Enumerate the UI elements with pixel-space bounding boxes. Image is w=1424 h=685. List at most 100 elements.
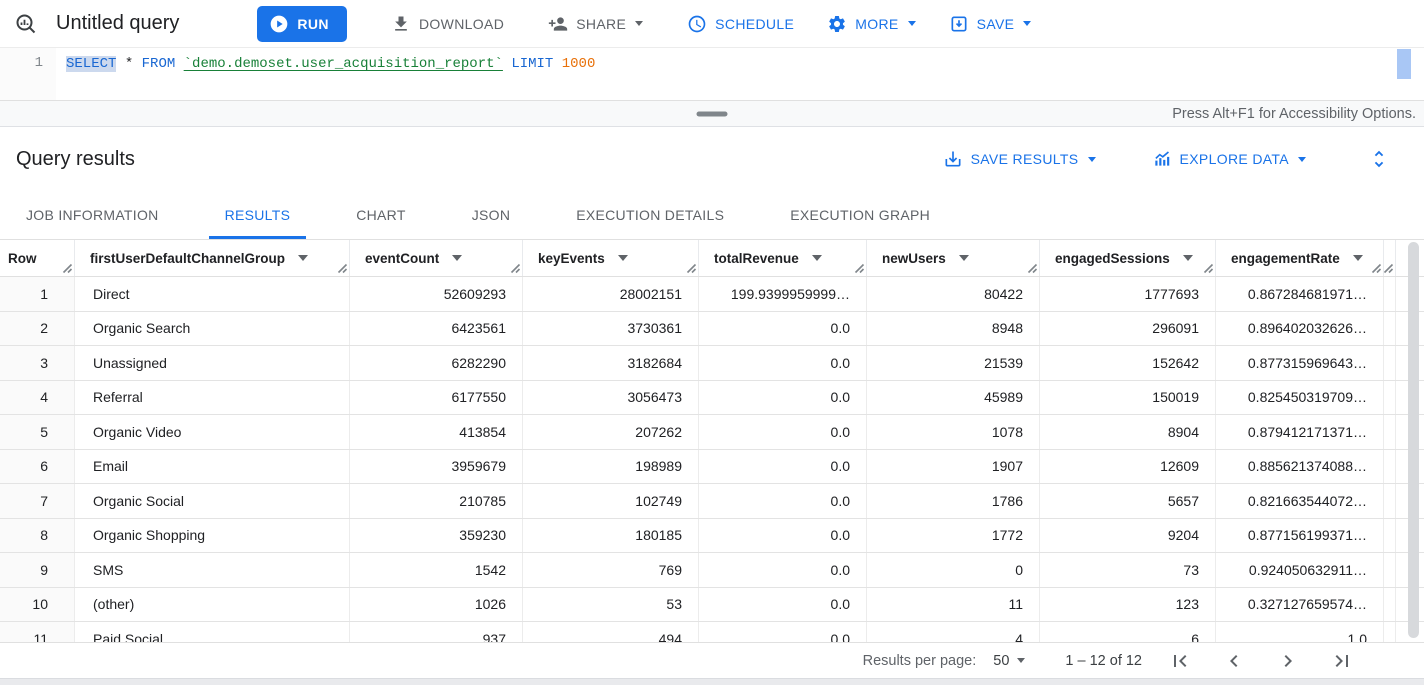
table-cell[interactable]: 199.9399959999…	[699, 277, 867, 311]
schedule-button[interactable]: SCHEDULE	[687, 14, 794, 34]
table-cell[interactable]: 80422	[867, 277, 1040, 311]
table-cell[interactable]: 21539	[867, 346, 1040, 380]
table-cell[interactable]: 11	[867, 587, 1040, 621]
row-number-cell[interactable]: 9	[0, 553, 75, 587]
table-cell[interactable]: 937	[350, 622, 523, 642]
table-cell[interactable]: 180185	[523, 518, 699, 552]
table-cell[interactable]: 198989	[523, 449, 699, 483]
previous-page-button[interactable]	[1222, 649, 1246, 673]
row-number-cell[interactable]: 3	[0, 346, 75, 380]
panel-resize-handle[interactable]	[696, 111, 728, 116]
table-cell[interactable]: 0.327127659574…	[1216, 587, 1384, 621]
table-cell[interactable]: 0.0	[699, 587, 867, 621]
table-scrollbar-thumb[interactable]	[1408, 242, 1419, 638]
table-cell[interactable]: 8948	[867, 311, 1040, 345]
query-title[interactable]: Untitled query	[56, 12, 180, 34]
save-results-button[interactable]: SAVE RESULTS	[943, 149, 1096, 169]
table-cell[interactable]: 0.924050632911…	[1216, 553, 1384, 587]
column-header-eventcount[interactable]: eventCount	[350, 240, 523, 276]
table-cell[interactable]: 0.0	[699, 484, 867, 518]
table-cell[interactable]: Organic Video	[75, 415, 350, 449]
row-number-cell[interactable]: 10	[0, 587, 75, 621]
table-cell[interactable]: 359230	[350, 518, 523, 552]
sql-editor[interactable]: 1 SELECT * FROM `demo.demoset.user_acqui…	[0, 48, 1424, 100]
table-cell[interactable]: Paid Social	[75, 622, 350, 642]
row-number-cell[interactable]: 6	[0, 449, 75, 483]
row-number-cell[interactable]: 4	[0, 380, 75, 414]
column-menu-caret-icon[interactable]	[958, 255, 969, 261]
table-cell[interactable]: 0.0	[699, 553, 867, 587]
table-cell[interactable]: 152642	[1040, 346, 1216, 380]
table-cell[interactable]: 1078	[867, 415, 1040, 449]
download-button[interactable]: DOWNLOAD	[391, 14, 504, 34]
column-header-newusers[interactable]: newUsers	[867, 240, 1040, 276]
column-menu-caret-icon[interactable]	[617, 255, 628, 261]
tab-json[interactable]: JSON	[471, 207, 511, 223]
column-menu-caret-icon[interactable]	[452, 255, 463, 261]
table-cell[interactable]: 3959679	[350, 449, 523, 483]
row-number-cell[interactable]: 2	[0, 311, 75, 345]
table-cell[interactable]: 1777693	[1040, 277, 1216, 311]
table-cell[interactable]: Organic Shopping	[75, 518, 350, 552]
table-cell[interactable]: 207262	[523, 415, 699, 449]
table-cell[interactable]: 0.0	[699, 622, 867, 642]
sql-table-reference-link[interactable]: `demo.demoset.user_acquisition_report`	[183, 56, 503, 72]
table-cell[interactable]: 0.0	[699, 311, 867, 345]
table-cell[interactable]: 0.877156199371…	[1216, 518, 1384, 552]
column-menu-caret-icon[interactable]	[1182, 255, 1193, 261]
column-menu-caret-icon[interactable]	[1352, 255, 1363, 261]
table-cell[interactable]: 1907	[867, 449, 1040, 483]
table-cell[interactable]: 3730361	[523, 311, 699, 345]
table-cell[interactable]: Referral	[75, 380, 350, 414]
column-menu-caret-icon[interactable]	[298, 255, 309, 261]
table-cell[interactable]: 52609293	[350, 277, 523, 311]
table-cell[interactable]: 5657	[1040, 484, 1216, 518]
table-cell[interactable]: 123	[1040, 587, 1216, 621]
table-cell[interactable]: 73	[1040, 553, 1216, 587]
table-cell[interactable]: 45989	[867, 380, 1040, 414]
tab-chart[interactable]: CHART	[356, 207, 406, 223]
table-cell[interactable]: 6423561	[350, 311, 523, 345]
table-cell[interactable]: 1786	[867, 484, 1040, 518]
tab-results[interactable]: RESULTS	[208, 191, 307, 239]
more-button[interactable]: MORE	[827, 14, 916, 34]
row-number-cell[interactable]: 11	[0, 622, 75, 642]
table-cell[interactable]: 0.867284681971…	[1216, 277, 1384, 311]
table-cell[interactable]: 0	[867, 553, 1040, 587]
explore-data-button[interactable]: EXPLORE DATA	[1152, 149, 1306, 169]
table-cell[interactable]: Unassigned	[75, 346, 350, 380]
table-cell[interactable]: 3182684	[523, 346, 699, 380]
tab-execution-graph[interactable]: EXECUTION GRAPH	[790, 207, 931, 223]
table-cell[interactable]: 0.879412171371…	[1216, 415, 1384, 449]
table-cell[interactable]: 0.0	[699, 346, 867, 380]
table-cell[interactable]: 150019	[1040, 380, 1216, 414]
table-cell[interactable]: 6282290	[350, 346, 523, 380]
table-cell[interactable]: 0.877315969643…	[1216, 346, 1384, 380]
table-cell[interactable]: 6	[1040, 622, 1216, 642]
tab-job-information[interactable]: JOB INFORMATION	[26, 207, 159, 223]
table-cell[interactable]: 0.885621374088…	[1216, 449, 1384, 483]
table-cell[interactable]: Email	[75, 449, 350, 483]
table-cell[interactable]: 102749	[523, 484, 699, 518]
table-cell[interactable]: 9204	[1040, 518, 1216, 552]
expand-panel-button[interactable]	[1368, 148, 1390, 170]
first-page-button[interactable]	[1168, 649, 1192, 673]
table-cell[interactable]: 769	[523, 553, 699, 587]
column-header-engagedsessions[interactable]: engagedSessions	[1040, 240, 1216, 276]
table-cell[interactable]: Organic Social	[75, 484, 350, 518]
table-cell[interactable]: 6177550	[350, 380, 523, 414]
table-cell[interactable]: 12609	[1040, 449, 1216, 483]
row-number-cell[interactable]: 7	[0, 484, 75, 518]
column-header-keyevents[interactable]: keyEvents	[523, 240, 699, 276]
share-button[interactable]: SHARE	[548, 14, 644, 34]
tab-execution-details[interactable]: EXECUTION DETAILS	[576, 207, 725, 223]
table-cell[interactable]: Direct	[75, 277, 350, 311]
table-cell[interactable]: 0.896402032626…	[1216, 311, 1384, 345]
table-cell[interactable]: Organic Search	[75, 311, 350, 345]
table-cell[interactable]: 0.0	[699, 518, 867, 552]
row-number-cell[interactable]: 1	[0, 277, 75, 311]
table-cell[interactable]: 0.0	[699, 380, 867, 414]
editor-scrollbar-thumb[interactable]	[1397, 49, 1411, 79]
table-cell[interactable]: 0.0	[699, 415, 867, 449]
column-header-totalrevenue[interactable]: totalRevenue	[699, 240, 867, 276]
